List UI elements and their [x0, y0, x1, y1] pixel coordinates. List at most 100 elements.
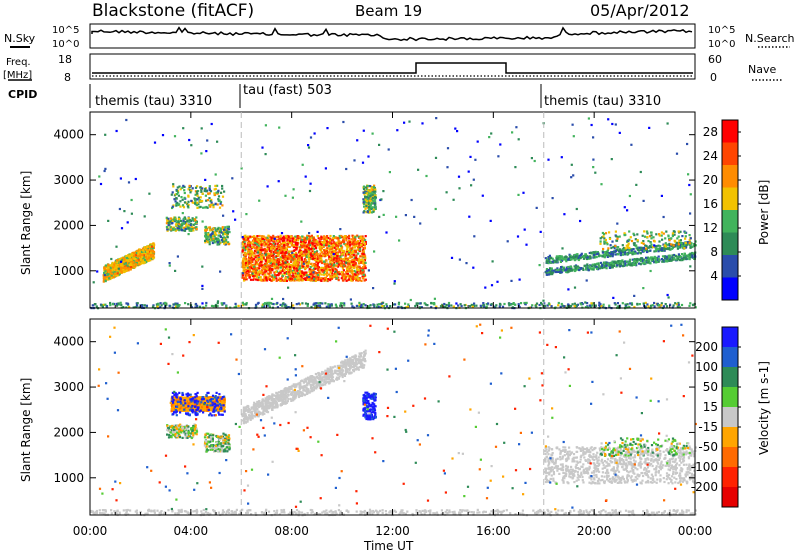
radar-echo: [255, 305, 258, 308]
radar-echo: [300, 252, 303, 255]
radar-echo: [242, 257, 245, 260]
radar-echo: [150, 250, 153, 253]
radar-echo: [545, 261, 548, 264]
radar-echo: [268, 305, 271, 308]
radar-echo: [182, 184, 185, 187]
radar-echo: [284, 258, 287, 261]
radar-echo: [325, 305, 328, 308]
radar-echo: [331, 259, 334, 262]
radar-echo: [590, 264, 594, 267]
radar-echo: [295, 246, 298, 249]
radar-echo: [125, 302, 128, 305]
radar-echo: [295, 279, 299, 282]
radar-echo: [328, 260, 332, 263]
radar-echo: [95, 305, 98, 308]
radar-echo: [355, 271, 358, 274]
radar-echo: [243, 267, 246, 270]
radar-echo: [328, 239, 332, 242]
radar-echo: [295, 263, 298, 266]
radar-echo: [322, 253, 325, 256]
radar-echo: [196, 194, 199, 197]
radar-echo: [275, 248, 278, 251]
radar-echo: [295, 248, 298, 251]
radar-echo: [348, 241, 351, 244]
radar-echo: [204, 225, 207, 228]
radar-echo: [586, 264, 589, 267]
radar-echo: [647, 305, 650, 308]
radar-echo: [349, 243, 352, 246]
radar-echo: [300, 255, 304, 258]
radar-echo: [281, 254, 284, 257]
radar-echo: [616, 253, 619, 256]
radar-echo: [287, 306, 290, 309]
radar-echo: [267, 243, 270, 246]
freq-panel: [89, 53, 696, 80]
radar-echo: [216, 301, 219, 305]
radar-echo: [385, 305, 389, 308]
radar-echo: [347, 251, 351, 254]
radar-echo: [371, 206, 374, 209]
radar-echo: [127, 267, 130, 270]
radar-echo: [680, 243, 683, 246]
radar-echo: [694, 244, 697, 247]
radar-echo: [270, 275, 273, 278]
radar-echo: [559, 268, 562, 272]
radar-echo: [343, 235, 346, 238]
radar-echo: [551, 271, 554, 274]
radar-echo: [420, 306, 423, 309]
radar-echo: [146, 245, 149, 249]
radar-echo: [111, 262, 114, 266]
radar-echo: [346, 272, 350, 275]
radar-echo: [303, 273, 306, 276]
radar-echo: [356, 241, 359, 244]
radar-echo: [136, 258, 139, 261]
radar-echo: [357, 240, 360, 243]
radar-echo: [122, 268, 125, 271]
radar-echo: [375, 305, 379, 309]
freq-tick-8: 8: [64, 71, 71, 84]
radar-echo: [317, 277, 320, 280]
radar-echo: [265, 243, 268, 246]
radar-echo: [294, 251, 298, 254]
radar-echo: [495, 304, 498, 307]
radar-echo: [293, 237, 296, 240]
radar-echo: [258, 270, 261, 273]
radar-echo: [323, 262, 326, 265]
radar-echo: [360, 271, 363, 274]
radar-echo: [636, 257, 639, 261]
radar-echo: [346, 257, 349, 260]
radar-echo: [140, 249, 143, 252]
radar-echo: [297, 239, 300, 242]
radar-echo: [199, 305, 202, 308]
radar-echo: [209, 200, 212, 203]
radar-echo: [626, 303, 629, 306]
radar-echo: [335, 305, 338, 308]
radar-echo: [107, 267, 110, 271]
radar-echo: [330, 252, 333, 255]
freq-unit-label: [MHz]: [3, 70, 32, 81]
radar-echo: [370, 201, 373, 204]
radar-echo: [622, 262, 625, 265]
radar-echo: [262, 272, 265, 275]
radar-echo: [651, 304, 654, 307]
radar-echo: [352, 266, 355, 270]
radar-echo: [122, 266, 125, 269]
radar-echo: [611, 255, 614, 258]
radar-echo: [330, 248, 333, 251]
radar-echo: [149, 259, 152, 262]
radar-echo: [338, 273, 341, 276]
radar-echo: [125, 254, 128, 258]
radar-echo: [361, 269, 364, 272]
radar-echo: [247, 240, 251, 243]
radar-echo: [122, 256, 125, 260]
radar-echo: [216, 241, 220, 244]
radar-echo: [376, 303, 379, 306]
radar-echo: [660, 302, 663, 305]
radar-echo: [643, 259, 646, 262]
radar-echo: [196, 198, 199, 201]
radar-echo: [125, 257, 129, 260]
radar-echo: [345, 252, 349, 255]
radar-echo: [333, 261, 336, 264]
radar-echo: [279, 303, 282, 306]
radar-echo: [544, 304, 547, 307]
